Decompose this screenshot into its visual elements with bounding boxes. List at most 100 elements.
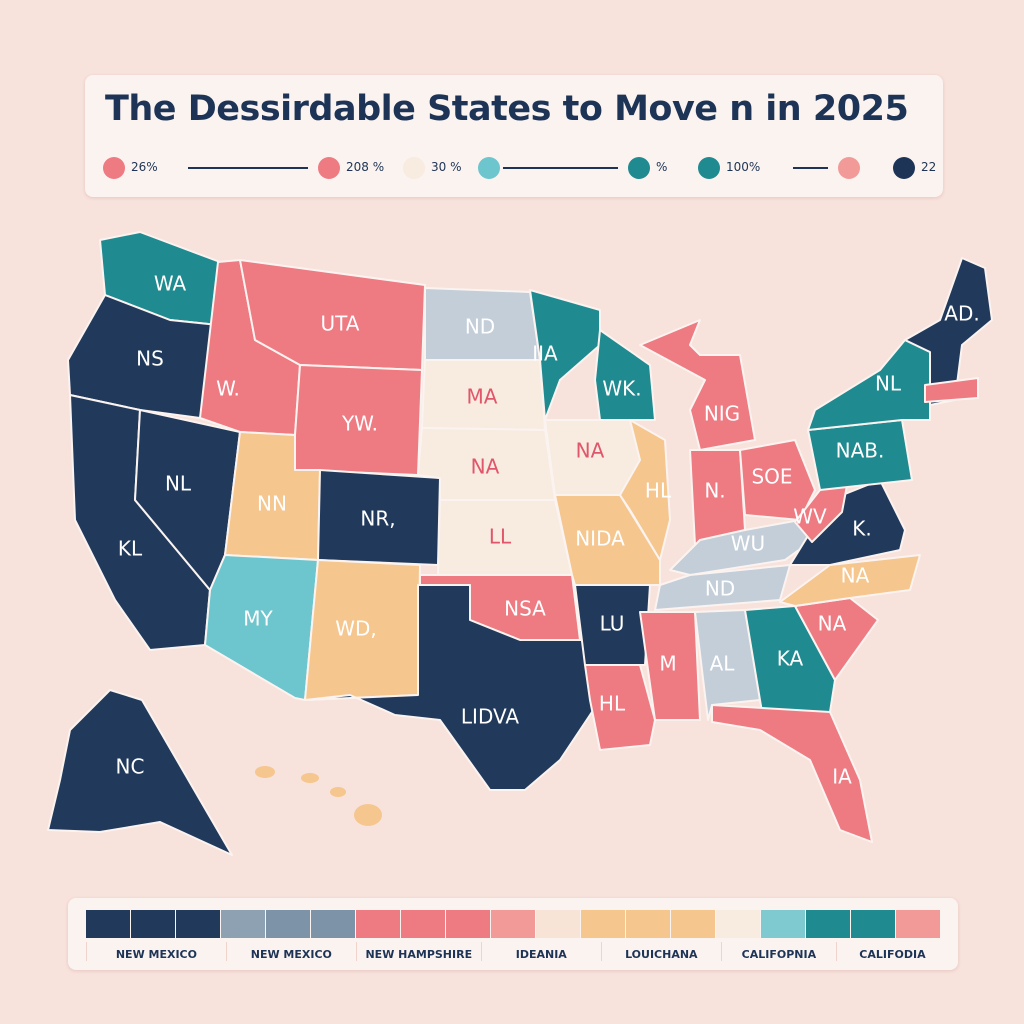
color-swatch <box>716 910 760 938</box>
state-label: IIA <box>532 342 558 366</box>
hawaii-island[interactable] <box>301 773 319 783</box>
hawaii-island[interactable] <box>354 804 382 826</box>
color-swatch <box>671 910 715 938</box>
scale-label: NEW HAMPSHIRE <box>355 942 481 961</box>
state-or[interactable] <box>67 294 219 419</box>
color-swatch <box>806 910 850 938</box>
state-label: NR, <box>360 507 395 531</box>
legend-label: 208 % <box>346 160 385 174</box>
state-label: W. <box>216 377 240 401</box>
color-swatch <box>356 910 400 938</box>
legend-dot <box>893 157 915 179</box>
state-ms[interactable] <box>639 611 701 721</box>
state-label: IA <box>832 765 852 789</box>
state-tn[interactable] <box>654 564 791 611</box>
scale-label: NEW MEXICO <box>86 942 226 961</box>
state-mn[interactable] <box>529 289 601 421</box>
color-swatch <box>581 910 625 938</box>
legend-dot <box>698 157 720 179</box>
state-label: UTA <box>321 312 360 336</box>
state-wv[interactable] <box>794 479 849 543</box>
state-al[interactable] <box>694 609 761 721</box>
scale-label: IDEANIA <box>480 942 601 961</box>
state-label: WA <box>154 272 187 296</box>
state-il[interactable] <box>619 419 671 561</box>
legend-dot <box>628 157 650 179</box>
color-swatch <box>176 910 220 938</box>
state-label: NAB. <box>836 439 885 463</box>
color-swatch <box>266 910 310 938</box>
state-label: LL <box>489 525 512 549</box>
color-swatch <box>86 910 130 938</box>
state-label: YW. <box>341 412 378 436</box>
state-label: LU <box>600 612 625 636</box>
legend-connector <box>793 167 828 169</box>
state-mi[interactable] <box>639 319 756 451</box>
state-label: MY <box>243 607 273 631</box>
color-swatch <box>221 910 265 938</box>
color-swatch <box>131 910 175 938</box>
color-swatch <box>896 910 940 938</box>
state-label: NSA <box>504 597 546 621</box>
state-label: NN <box>257 492 287 516</box>
title-card: The Dessirdable States to Move n in 2025… <box>85 75 943 197</box>
state-label: M <box>659 652 676 676</box>
state-label: ND <box>705 577 735 601</box>
legend-label: 26% <box>131 160 158 174</box>
scale-label: CALIFOPNIA <box>720 942 836 961</box>
state-label: LIDVA <box>461 705 519 729</box>
legend-dot <box>403 157 425 179</box>
state-label: KA <box>777 647 804 671</box>
color-scale <box>86 910 941 938</box>
color-swatch <box>446 910 490 938</box>
top-legend: 26% 208 % 30 %% 100% 22 <box>103 157 937 181</box>
state-label: NL <box>875 372 902 396</box>
state-label: NIDA <box>575 527 625 551</box>
state-label: NA <box>576 439 605 463</box>
hawaii-island[interactable] <box>255 766 275 778</box>
legend-dot <box>103 157 125 179</box>
legend-label: 100% <box>726 160 761 174</box>
legend-label: % <box>656 160 668 174</box>
state-fl[interactable] <box>711 704 873 843</box>
state-label: WD, <box>335 617 377 641</box>
state-ga[interactable] <box>744 605 836 713</box>
state-wi[interactable] <box>594 329 656 421</box>
state-ny[interactable] <box>807 339 931 431</box>
state-la[interactable] <box>584 664 656 751</box>
legend-label: 22 <box>921 160 937 174</box>
hawaii-island[interactable] <box>330 787 346 797</box>
bottom-legend: NEW MEXICO NEW MEXICO NEW HAMPSHIRE IDEANIA… <box>68 898 958 970</box>
state-label: NA <box>471 455 500 479</box>
legend-dot <box>838 157 860 179</box>
state-ak[interactable] <box>47 689 233 856</box>
state-label: MA <box>467 385 498 409</box>
color-swatch <box>491 910 535 938</box>
state-label: WU <box>731 532 765 556</box>
state-label: HL <box>645 479 672 503</box>
state-label: NL <box>165 472 192 496</box>
legend-label: 30 % <box>431 160 462 174</box>
state-label: KL <box>118 537 143 561</box>
state-label: NIG <box>704 402 740 426</box>
state-label: WK. <box>602 377 641 401</box>
legend-dot <box>478 157 500 179</box>
state-label: NA <box>841 564 870 588</box>
state-ma[interactable] <box>924 377 979 403</box>
state-label: ND <box>465 315 495 339</box>
state-ne_us[interactable] <box>904 257 993 406</box>
color-swatch <box>536 910 580 938</box>
state-ar[interactable] <box>574 584 651 666</box>
scale-label: LOUICHANA <box>600 942 721 961</box>
state-tx[interactable] <box>304 584 601 791</box>
state-label: WV <box>793 505 827 529</box>
state-label: AL <box>710 652 736 676</box>
color-swatch <box>851 910 895 938</box>
state-label: NS <box>136 347 164 371</box>
scale-label: NEW MEXICO <box>225 942 356 961</box>
color-scale-labels: NEW MEXICO NEW MEXICO NEW HAMPSHIRE IDEANIA… <box>86 942 948 961</box>
page-title: The Dessirdable States to Move n in 2025 <box>105 89 909 129</box>
legend-connector <box>188 167 308 169</box>
state-label: AD. <box>944 302 979 326</box>
